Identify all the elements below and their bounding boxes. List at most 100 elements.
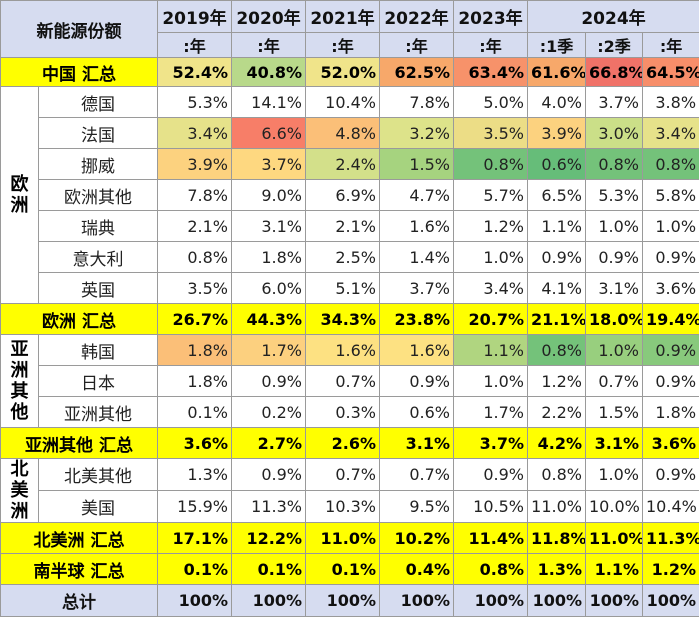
value-cell: 3.1% [585,272,643,304]
value-cell: 3.9% [157,148,232,180]
value-cell: 1.3% [527,553,586,585]
value-cell: 6.0% [231,272,306,304]
grand-total-label: 总计 [0,584,158,617]
table-row: 日本 1.8% 0.9% 0.7% 0.9% 1.0% 1.2% 0.7% 0.9% [1,365,699,397]
value-cell: 1.7% [231,334,306,366]
country-label: 韩国 [38,334,158,366]
column-period-header: :年 [231,32,306,58]
value-cell: 1.0% [585,334,643,366]
value-cell: 63.4% [453,57,528,87]
value-cell: 0.8% [453,148,528,180]
value-cell: 3.6% [641,272,699,304]
value-cell: 3.1% [379,427,454,459]
value-cell: 0.8% [157,241,232,273]
value-cell: 11.4% [453,522,528,554]
value-cell: 2.5% [305,241,380,273]
subtotal-row: 中国 汇总 52.4% 40.8% 52.0% 62.5% 63.4% 61.6% 66.8%… [0,57,699,87]
country-label: 欧洲其他 [38,179,158,211]
region-label-char: 洲 [10,195,29,216]
value-cell: 26.7% [157,303,232,335]
value-cell: 7.8% [379,86,454,118]
value-cell: 1.1% [527,210,586,242]
value-cell: 1.6% [305,334,380,366]
region-label-char: 欧 [10,174,29,195]
value-cell: 4.2% [527,427,586,459]
subtotal-label: 北美洲 汇总 [0,522,158,554]
value-cell: 66.8% [585,57,643,87]
value-cell: 0.9% [641,241,699,273]
column-year-header: 2019年 [157,0,232,33]
value-cell: 0.3% [305,396,380,428]
value-cell: 0.2% [231,396,306,428]
value-cell: 2.1% [305,210,380,242]
subtotal-label: 南半球 汇总 [0,553,158,585]
value-cell: 0.9% [379,365,454,397]
value-cell: 3.9% [527,117,586,149]
value-cell: 1.3% [157,458,232,491]
region-label-char: 亚 [10,339,29,360]
grand-total-row: 总计 100% 100% 100% 100% 100% 100% 100% 100% [0,584,699,617]
value-cell: 2.2% [527,396,586,428]
value-cell: 3.7% [453,427,528,459]
country-label: 亚洲其他 [38,396,158,428]
value-cell: 14.1% [231,86,306,118]
value-cell: 6.5% [527,179,586,211]
region-label-char: 洲 [10,360,29,381]
value-cell: 3.4% [157,117,232,149]
value-cell: 1.5% [585,396,643,428]
value-cell: 34.3% [305,303,380,335]
region-label-asia: 亚洲其他 [0,334,39,428]
value-cell: 5.7% [453,179,528,211]
country-label: 日本 [38,365,158,397]
value-cell: 0.8% [641,148,699,180]
value-cell: 1.2% [453,210,528,242]
header-row-periods: :年:年:年:年:年:1季:2季:年 [1,32,699,58]
value-cell: 100% [585,584,643,617]
country-label: 德国 [38,86,158,118]
column-period-header: :2季 [585,32,643,58]
table-row: 北美洲北美其他 1.3% 0.9% 0.7% 0.7% 0.9% 0.8% 1.0% 0.9% [0,458,699,523]
table-row: 法国 3.4% 6.6% 4.8% 3.2% 3.5% 3.9% 3.0% 3.4% [1,117,699,149]
table-row: 欧洲其他 7.8% 9.0% 6.9% 4.7% 5.7% 6.5% 5.3% 5.8% [1,179,699,211]
value-cell: 0.9% [585,241,643,273]
value-cell: 23.8% [379,303,454,335]
table-row: 意大利 0.8% 1.8% 2.5% 1.4% 1.0% 0.9% 0.9% 0.9% [1,241,699,273]
column-year-header: 2021年 [305,0,380,33]
value-cell: 10.2% [379,522,454,554]
value-cell: 61.6% [527,57,586,87]
table-row: 欧洲德国 5.3% 14.1% 10.4% 7.8% 5.0% 4.0% 3.7% 3.8% [0,86,699,304]
value-cell: 3.0% [585,117,643,149]
value-cell: 4.8% [305,117,380,149]
region-label-char: 其 [10,381,29,402]
column-period-header: :年 [453,32,528,58]
value-cell: 100% [379,584,454,617]
value-cell: 0.9% [453,458,528,491]
value-cell: 0.7% [379,458,454,491]
value-cell: 6.6% [231,117,306,149]
value-cell: 0.7% [305,365,380,397]
value-cell: 1.2% [641,553,699,585]
column-year-header-2024: 2024年 [526,0,699,33]
value-cell: 10.0% [585,490,643,523]
value-cell: 100% [641,584,699,617]
value-cell: 3.2% [379,117,454,149]
value-cell: 1.8% [157,334,232,366]
value-cell: 44.3% [231,303,306,335]
value-cell: 11.0% [527,490,586,523]
country-label: 法国 [38,117,158,149]
value-cell: 3.5% [453,117,528,149]
value-cell: 7.8% [157,179,232,211]
column-year-header: 2022年 [379,0,454,33]
subtotal-row: 亚洲其他 汇总 3.6% 2.7% 2.6% 3.1% 3.7% 4.2% 3.1% 3.6% [0,427,699,459]
value-cell: 3.6% [641,427,699,459]
value-cell: 5.1% [305,272,380,304]
country-label: 挪威 [38,148,158,180]
value-cell: 10.5% [453,490,528,523]
value-cell: 0.1% [157,396,232,428]
value-cell: 3.6% [157,427,232,459]
value-cell: 20.7% [453,303,528,335]
region-label-char: 美 [10,480,29,501]
value-cell: 1.7% [453,396,528,428]
value-cell: 2.7% [231,427,306,459]
